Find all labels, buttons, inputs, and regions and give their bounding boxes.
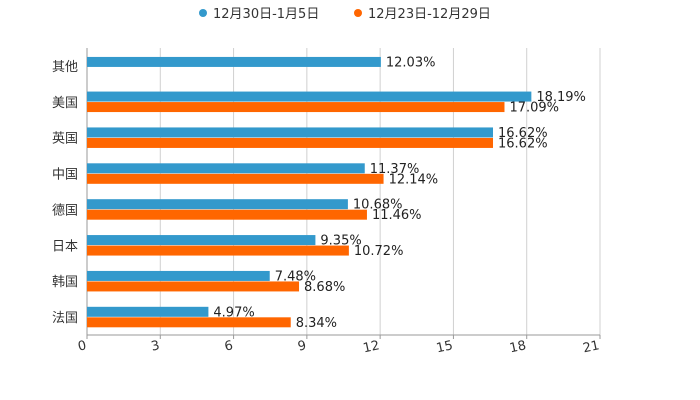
x-tick-label: 0 (77, 338, 88, 354)
bar-series-1-英国[interactable] (87, 137, 494, 148)
data-label-series-1: 10.72% (354, 244, 404, 259)
category-label: 中国 (52, 168, 78, 183)
x-tick-label: 15 (435, 338, 454, 356)
data-label-series-1: 16.62% (498, 136, 548, 151)
data-label-series-0: 4.97% (213, 305, 254, 320)
category-label: 日本 (52, 239, 78, 254)
bar-series-0-德国[interactable] (87, 199, 348, 210)
data-label-series-1: 8.34% (296, 316, 337, 331)
category-label: 德国 (52, 203, 78, 218)
data-label-series-0: 10.68% (353, 198, 403, 213)
bar-series-0-中国[interactable] (87, 163, 365, 174)
x-tick-label: 3 (150, 338, 161, 354)
category-label: 法国 (52, 311, 78, 326)
bar-series-1-德国[interactable] (87, 209, 367, 220)
data-label-series-1: 8.68% (304, 280, 345, 295)
x-tick-label: 12 (362, 338, 381, 356)
legend-marker-series-0[interactable] (199, 9, 207, 17)
category-label: 美国 (52, 96, 78, 111)
bar-series-1-日本[interactable] (87, 245, 349, 256)
bar-series-1-法国[interactable] (87, 317, 291, 328)
bar-series-1-中国[interactable] (87, 173, 384, 184)
bars: 12.03% 18.19%17.09% 16.62%16.62% 11.37%12.1… (87, 55, 586, 331)
x-tick-label: 21 (582, 338, 601, 356)
bar-series-0-日本[interactable] (87, 235, 316, 246)
data-label-series-0: 7.48% (275, 269, 316, 284)
x-tick-label: 9 (296, 338, 307, 354)
category-label: 其他 (52, 60, 78, 75)
bar-series-0-其他[interactable] (87, 56, 381, 67)
bar-series-1-美国[interactable] (87, 102, 505, 113)
bar-series-0-法国[interactable] (87, 306, 209, 317)
bar-series-0-英国[interactable] (87, 127, 494, 138)
legend: 12月30日-1月5日 12月23日-12月29日 (199, 7, 491, 22)
legend-label-series-0[interactable]: 12月30日-1月5日 (213, 7, 319, 22)
bar-series-0-韩国[interactable] (87, 270, 270, 281)
data-label-series-0: 9.35% (320, 234, 361, 249)
x-tick-label: 18 (508, 338, 527, 356)
data-label-series-0: 18.19% (536, 90, 586, 105)
legend-label-series-1[interactable]: 12月23日-12月29日 (368, 7, 491, 22)
data-label-series-1: 12.14% (389, 172, 439, 187)
category-label: 英国 (52, 132, 78, 147)
x-axis: 0 3 6 9 12 15 18 21 (77, 334, 601, 356)
data-label-series-1: 17.09% (509, 101, 559, 116)
category-label: 韩国 (52, 275, 78, 290)
data-label-series-0: 12.03% (386, 55, 436, 70)
bar-series-0-美国[interactable] (87, 91, 532, 102)
legend-marker-series-1[interactable] (354, 9, 362, 17)
data-label-series-0: 11.37% (370, 162, 420, 177)
data-label-series-0: 16.62% (498, 126, 548, 141)
data-label-series-1: 11.46% (372, 208, 422, 223)
bar-series-1-韩国[interactable] (87, 281, 300, 292)
x-tick-label: 6 (223, 338, 234, 354)
